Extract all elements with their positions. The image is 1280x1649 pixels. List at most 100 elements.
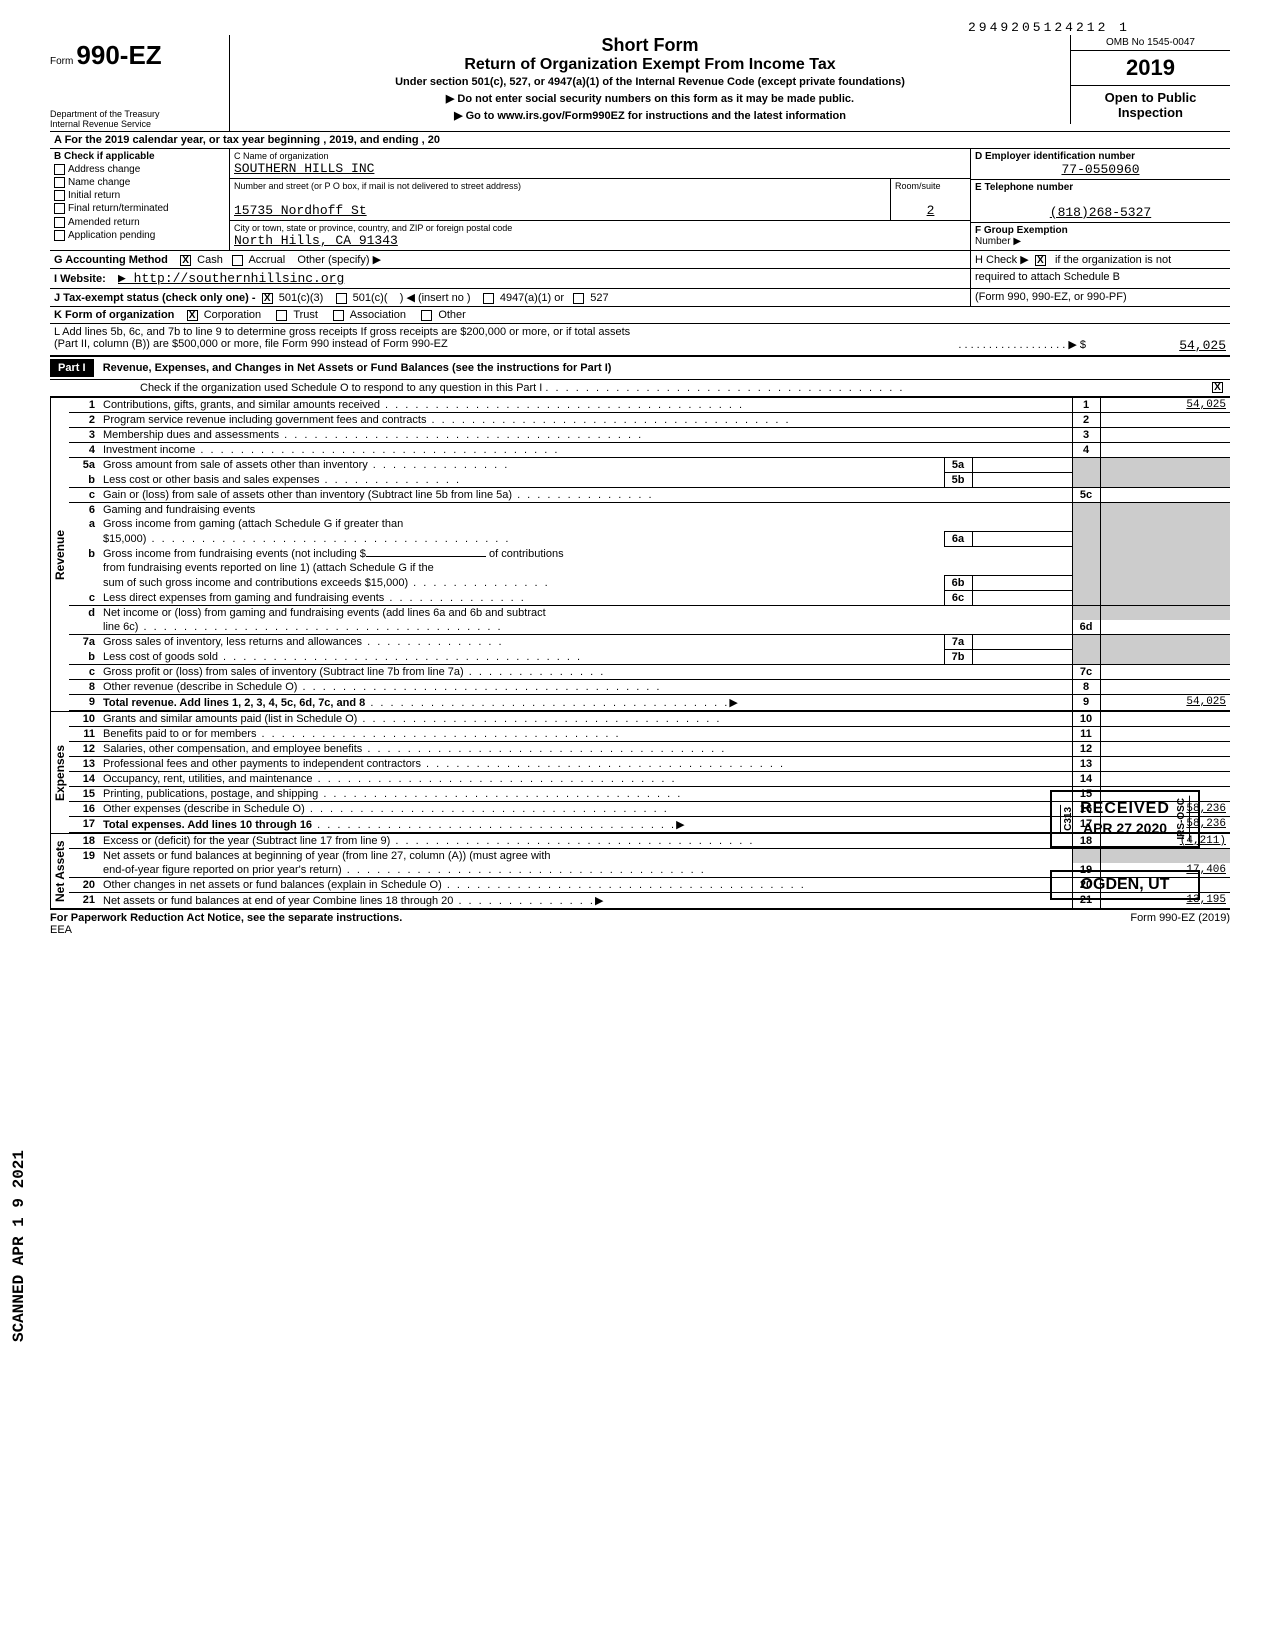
- line-5b-label: Less cost or other basis and sales expen…: [103, 474, 319, 486]
- label-group-number: Number ▶: [975, 236, 1226, 247]
- form-header: Form 990-EZ Department of the Treasury I…: [50, 35, 1230, 132]
- part1-check-text: Check if the organization used Schedule …: [140, 382, 542, 394]
- revenue-vertical-label: Revenue: [50, 398, 69, 711]
- cb-initial-return[interactable]: [54, 190, 65, 201]
- line-3-label: Membership dues and assessments: [103, 429, 279, 441]
- org-room: 2: [895, 203, 966, 218]
- org-address: 15735 Nordhoff St: [234, 203, 886, 218]
- lbl-association: Association: [350, 309, 406, 321]
- cb-schedule-o[interactable]: X: [1212, 382, 1223, 393]
- line-12-label: Salaries, other compensation, and employ…: [103, 743, 362, 755]
- tax-year: 2019: [1071, 51, 1230, 86]
- org-info-block: B Check if applicable Address change Nam…: [50, 149, 1230, 251]
- line-5a-label: Gross amount from sale of assets other t…: [103, 459, 368, 471]
- cb-4947[interactable]: [483, 293, 494, 304]
- lbl-cash: Cash: [197, 254, 223, 266]
- form-footer: For Paperwork Reduction Act Notice, see …: [50, 910, 1230, 936]
- lbl-527: 527: [590, 292, 608, 304]
- cb-accrual[interactable]: [232, 255, 243, 266]
- label-city: City or town, state or province, country…: [234, 223, 966, 233]
- cb-501c3[interactable]: X: [262, 293, 273, 304]
- title-under: Under section 501(c), 527, or 4947(a)(1)…: [240, 76, 1060, 88]
- line-19-label1: Net assets or fund balances at beginning…: [99, 849, 1072, 864]
- form-number: 990-EZ: [76, 40, 161, 70]
- line-6d-label2: line 6c): [103, 621, 138, 633]
- line-10-label: Grants and similar amounts paid (list in…: [103, 713, 357, 725]
- line-6c-label: Less direct expenses from gaming and fun…: [103, 592, 384, 604]
- cb-cash[interactable]: X: [180, 255, 191, 266]
- lbl-amended-return: Amended return: [68, 217, 140, 228]
- label-address: Number and street (or P O box, if mail i…: [234, 181, 886, 191]
- footer-right: Form 990-EZ (2019): [1130, 912, 1230, 936]
- lbl-501c: 501(c)(: [353, 292, 388, 304]
- line-4-label: Investment income: [103, 444, 195, 456]
- label-phone: E Telephone number: [975, 182, 1226, 193]
- title-return: Return of Organization Exempt From Incom…: [240, 56, 1060, 74]
- lbl-final-return: Final return/terminated: [68, 204, 169, 215]
- line-16-label: Other expenses (describe in Schedule O): [103, 803, 305, 815]
- line-6d-label1: Net income or (loss) from gaming and fun…: [99, 606, 1072, 621]
- cb-other-org[interactable]: [421, 310, 432, 321]
- received-stamp: C313 RECEIVED APR 27 2020 IRS-OSC: [1050, 790, 1200, 848]
- line-6a-label2: $15,000): [103, 533, 146, 545]
- line-11-label: Benefits paid to or for members: [103, 728, 256, 740]
- line-17-label: Total expenses. Add lines 10 through 16: [103, 819, 312, 831]
- line-7b-label: Less cost of goods sold: [103, 651, 218, 663]
- lbl-address-change: Address change: [68, 164, 140, 175]
- cb-association[interactable]: [333, 310, 344, 321]
- ogden-stamp: OGDEN, UT: [1050, 870, 1200, 900]
- line-6b-label1: Gross income from fundraising events (no…: [103, 548, 366, 560]
- section-b-title: B Check if applicable: [54, 151, 225, 162]
- cb-name-change[interactable]: [54, 177, 65, 188]
- document-id: 2949205124212 1: [50, 20, 1130, 35]
- label-h-check: H Check ▶: [975, 254, 1029, 266]
- cb-final-return[interactable]: [54, 203, 65, 214]
- cb-h-check[interactable]: X: [1035, 255, 1046, 266]
- line-a: A For the 2019 calendar year, or tax yea…: [50, 132, 1230, 149]
- netassets-vertical-label: Net Assets: [50, 834, 69, 908]
- revenue-section: Revenue 1Contributions, gifts, grants, a…: [50, 397, 1230, 711]
- cb-application-pending[interactable]: [54, 230, 65, 241]
- line-l-value: 54,025: [1096, 338, 1226, 353]
- title-short-form: Short Form: [240, 35, 1060, 56]
- line-15-label: Printing, publications, postage, and shi…: [103, 788, 318, 800]
- cb-trust[interactable]: [276, 310, 287, 321]
- label-form-org: K Form of organization: [54, 309, 174, 321]
- line-2-label: Program service revenue including govern…: [103, 414, 426, 426]
- org-city: North Hills, CA 91343: [234, 233, 966, 248]
- line-21-label: Net assets or fund balances at end of ye…: [103, 895, 453, 907]
- omb-number: OMB No 1545-0047: [1071, 35, 1230, 51]
- h-text1: if the organization is not: [1055, 254, 1171, 266]
- label-tax-exempt: J Tax-exempt status (check only one) -: [54, 292, 256, 304]
- lbl-initial-return: Initial return: [68, 190, 120, 201]
- cb-amended-return[interactable]: [54, 217, 65, 228]
- lbl-501c3: 501(c)(3): [279, 292, 324, 304]
- cb-501c[interactable]: [336, 293, 347, 304]
- line-6b-label3: sum of such gross income and contributio…: [103, 577, 408, 589]
- cb-corporation[interactable]: X: [187, 310, 198, 321]
- cb-address-change[interactable]: [54, 164, 65, 175]
- part1-label: Part I: [50, 359, 94, 377]
- dots: [545, 382, 904, 394]
- lbl-trust: Trust: [293, 309, 318, 321]
- line-20-label: Other changes in net assets or fund bala…: [103, 879, 442, 891]
- form-label: Form: [50, 56, 73, 67]
- note-ssn: ▶ Do not enter social security numbers o…: [240, 92, 1060, 105]
- dept-treasury: Department of the Treasury: [50, 109, 219, 119]
- lbl-accrual: Accrual: [248, 254, 285, 266]
- h-text2: required to attach Schedule B: [970, 269, 1230, 288]
- lbl-other-method: Other (specify) ▶: [297, 254, 381, 266]
- ein-value: 77-0550960: [975, 162, 1226, 177]
- cb-527[interactable]: [573, 293, 584, 304]
- lbl-other-org: Other: [438, 309, 466, 321]
- h-text3: (Form 990, 990-EZ, or 990-PF): [970, 289, 1230, 306]
- line-6b-label1b: of contributions: [489, 548, 564, 560]
- scanned-stamp: SCANNED APR 1 9 2021: [10, 1150, 28, 1342]
- org-name: SOUTHERN HILLS INC: [234, 161, 966, 176]
- label-group-exemption: F Group Exemption: [975, 225, 1226, 236]
- footer-left: For Paperwork Reduction Act Notice, see …: [50, 912, 402, 924]
- line-14-label: Occupancy, rent, utilities, and maintena…: [103, 773, 313, 785]
- line-18-label: Excess or (deficit) for the year (Subtra…: [103, 835, 390, 847]
- line-1-value: 54,025: [1100, 398, 1230, 413]
- open-to-public: Open to PublicInspection: [1071, 86, 1230, 124]
